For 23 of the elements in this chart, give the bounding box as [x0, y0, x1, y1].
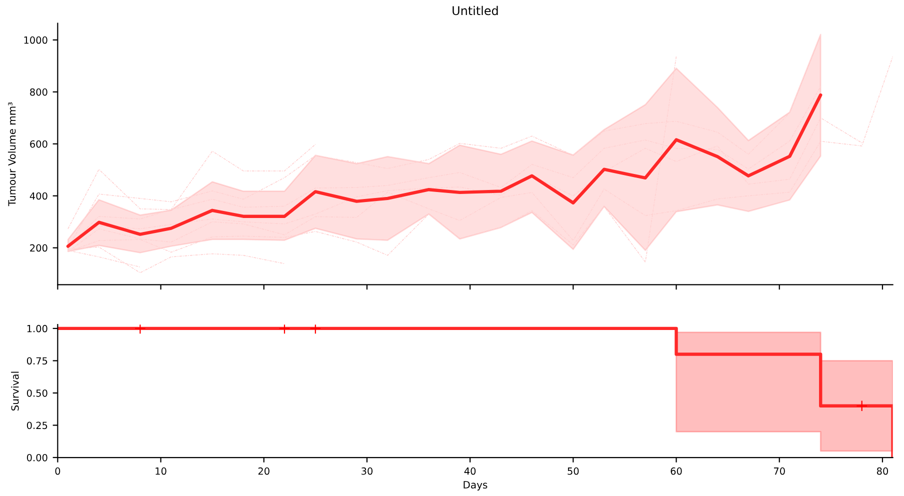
y-tick-label: 200	[30, 244, 48, 252]
y-tick-label: 800	[30, 88, 48, 96]
y-tick-label: 0.00	[26, 454, 48, 462]
y-tick-label: 600	[30, 140, 48, 148]
y-axis-title: Survival	[11, 372, 19, 411]
x-tick-label: 70	[774, 467, 785, 475]
x-tick-label: 10	[156, 467, 166, 475]
x-axis-title: Days	[464, 481, 488, 490]
x-tick-label: 50	[568, 467, 579, 475]
x-tick-label: 80	[876, 467, 888, 475]
chart-title: Untitled	[452, 6, 498, 16]
y-tick-label: 0.25	[26, 422, 48, 430]
y-tick-label: 400	[30, 192, 48, 200]
x-tick-label: 60	[670, 467, 682, 475]
x-tick-label: 40	[464, 467, 476, 475]
y-axis-title: Tumour Volume mm³	[8, 102, 16, 206]
y-tick-label: 0.75	[26, 357, 48, 365]
x-tick-label: 30	[362, 467, 373, 475]
x-tick-label: 0	[55, 467, 60, 475]
x-tick-label: 20	[258, 467, 270, 475]
y-tick-label: 1.00	[27, 324, 48, 332]
y-tick-label: 1000	[24, 36, 48, 44]
y-tick-label: 0.50	[26, 389, 48, 397]
